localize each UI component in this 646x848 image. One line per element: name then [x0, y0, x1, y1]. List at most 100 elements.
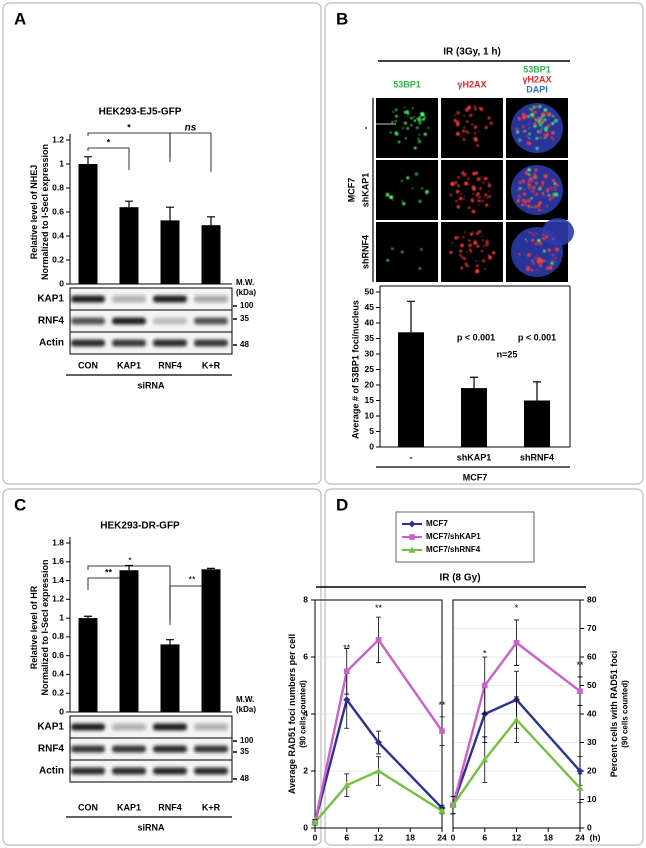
focus [423, 132, 427, 136]
focus [477, 203, 480, 206]
error-bar [125, 200, 133, 208]
focus [465, 107, 470, 112]
focus [537, 203, 541, 208]
focus [402, 201, 406, 206]
focus [465, 264, 469, 268]
blot-band [194, 745, 228, 753]
focus [551, 131, 555, 135]
y-tick-label: 0 [369, 441, 374, 451]
focus [473, 105, 477, 109]
y-tick-label: 0.8 [52, 182, 64, 192]
focus [487, 183, 492, 188]
y-tick-label: 1.4 [52, 575, 64, 585]
y-tick-label: 30 [365, 348, 375, 358]
focus [466, 131, 470, 135]
focus [539, 185, 542, 188]
focus [518, 186, 522, 191]
focus [457, 189, 460, 192]
focus [534, 168, 538, 172]
focus [454, 113, 457, 116]
focus [407, 112, 410, 115]
focus [517, 194, 521, 198]
focus [534, 256, 537, 260]
focus [403, 121, 407, 125]
focus [550, 261, 554, 266]
error-bar [470, 376, 478, 389]
focus [527, 186, 531, 190]
significance: * [483, 649, 487, 659]
focus [455, 122, 460, 127]
blot-band [194, 295, 228, 303]
focus [456, 205, 461, 209]
focus [531, 189, 535, 193]
focus [548, 198, 552, 201]
focus [546, 123, 551, 128]
x-tick-label: 0 [313, 832, 318, 842]
focus [542, 258, 546, 263]
bar [398, 332, 424, 447]
focus [531, 185, 536, 190]
focus [538, 261, 541, 265]
focus [526, 141, 531, 146]
legend-box [395, 511, 535, 563]
data-point [311, 818, 319, 826]
significance: ** [375, 603, 383, 613]
focus [549, 186, 553, 190]
focus [458, 253, 462, 257]
bar [160, 220, 180, 284]
focus [465, 251, 468, 253]
blot-band [112, 295, 146, 303]
x-tick-label: RNF4 [158, 802, 182, 812]
legend-marker [408, 520, 416, 528]
focus [476, 144, 479, 147]
focus [546, 129, 549, 132]
focus [417, 137, 420, 140]
focus [536, 253, 539, 256]
y-tick-label: 0.8 [52, 631, 64, 641]
blot-label: Actin [39, 338, 64, 349]
blot-band [71, 295, 105, 303]
y-tick-label: 80 [587, 594, 597, 604]
focus [461, 129, 466, 133]
data-point [577, 688, 583, 694]
focus [476, 192, 480, 196]
significance: ** [188, 574, 196, 584]
focus [471, 209, 476, 214]
focus [530, 108, 533, 111]
x-tick-label: 12 [374, 832, 384, 842]
focus [546, 112, 551, 117]
focus [485, 239, 489, 244]
blot-band [112, 317, 146, 325]
significance: ** [576, 660, 584, 670]
focus [542, 133, 546, 137]
focus [534, 118, 537, 121]
focus [526, 115, 530, 118]
nucleus [542, 218, 574, 246]
focus [530, 259, 534, 263]
focus [477, 130, 480, 133]
focus [469, 250, 473, 253]
focus [535, 232, 538, 235]
error-bar [166, 639, 174, 645]
y-axis-label: Average RAD51 foci numbers per cell [287, 634, 297, 794]
micrograph [441, 160, 503, 220]
focus [555, 183, 559, 187]
focus [395, 114, 398, 118]
bar [119, 207, 139, 284]
y-tick-label: 50 [365, 286, 375, 296]
focus [541, 183, 545, 186]
focus [460, 171, 465, 176]
focus [415, 126, 419, 130]
legend-label: MCF7 [426, 519, 448, 528]
x-tick-label: K+R [202, 360, 221, 370]
x-tick-label: 12 [512, 832, 522, 842]
significance: * [127, 122, 131, 132]
focus [526, 265, 530, 269]
y-tick-label: 0.4 [52, 230, 64, 240]
blot-band [71, 339, 105, 347]
y-tick-label: 10 [587, 794, 597, 804]
bar [160, 644, 180, 712]
focus [476, 177, 481, 182]
focus [545, 132, 550, 136]
focus [467, 239, 471, 242]
